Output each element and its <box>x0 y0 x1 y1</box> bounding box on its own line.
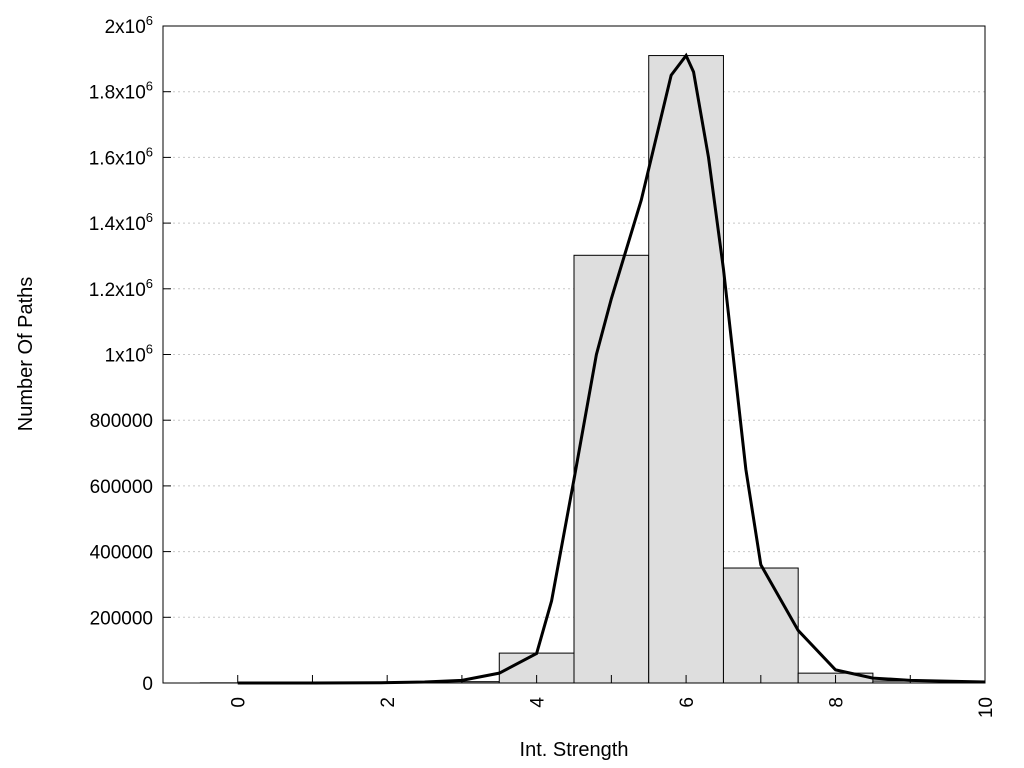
y-tick-exponent: 6 <box>146 342 153 357</box>
y-tick-label: 1.6x106 <box>89 144 153 169</box>
y-tick-label: 200000 <box>90 608 153 629</box>
bars <box>199 55 986 684</box>
y-tick-label: 1.2x106 <box>89 276 153 301</box>
y-tick-label: 2x106 <box>105 13 153 38</box>
x-tick-label: 0 <box>229 697 250 708</box>
y-tick-exponent: 6 <box>146 13 153 28</box>
x-tick-label: 6 <box>677 697 698 708</box>
y-tick-exponent: 6 <box>146 276 153 291</box>
y-tick-exponent: 6 <box>146 79 153 94</box>
y-tick-label: 400000 <box>90 543 153 564</box>
y-axis-ticks: 0 200000 400000 600000 800000 1x106 1.2x106 1.4… <box>89 13 171 695</box>
x-tick-label: 8 <box>827 697 848 708</box>
y-tick-exponent: 6 <box>146 210 153 225</box>
y-tick-exponent: 6 <box>146 144 153 159</box>
histogram-bar <box>722 567 799 684</box>
x-axis-label: Int. Strength <box>520 739 629 761</box>
histogram-bar <box>648 55 724 684</box>
x-tick-label: 4 <box>528 697 549 708</box>
y-axis-label: Number Of Paths <box>15 277 37 432</box>
x-tick-label: 10 <box>976 697 997 718</box>
y-tick-label: 1.8x106 <box>89 79 153 104</box>
fit-curve <box>237 52 986 685</box>
y-tick-label: 600000 <box>90 477 153 498</box>
x-tick-label: 2 <box>378 697 399 708</box>
y-tick-label: 1x106 <box>105 342 153 367</box>
y-tick-label: 0 <box>142 674 153 695</box>
histogram-bar <box>573 254 650 684</box>
x-axis-ticks: 0 2 4 6 8 10 <box>229 675 997 718</box>
y-tick-label: 1.4x106 <box>89 210 153 235</box>
y-tick-label: 800000 <box>90 411 153 432</box>
